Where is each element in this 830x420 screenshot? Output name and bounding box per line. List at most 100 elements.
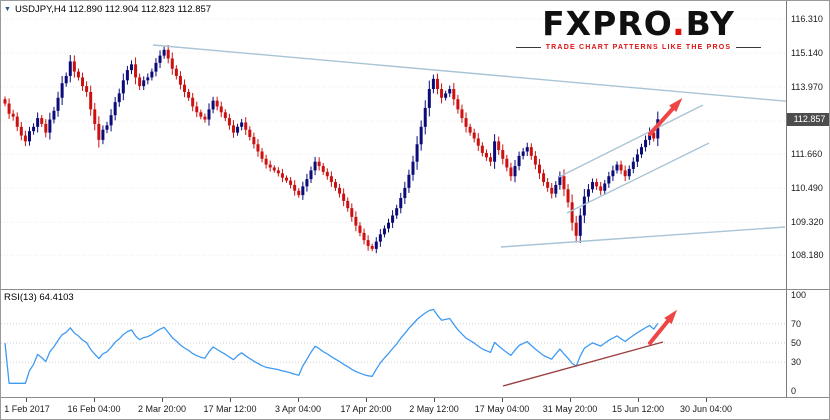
candle-body <box>656 119 660 139</box>
candle-body <box>578 215 582 236</box>
candle-body <box>203 116 207 120</box>
candle-body <box>468 126 472 133</box>
symbol-quote-text: USDJPY,H4 112.890 112.904 112.823 112.85… <box>14 4 212 15</box>
rsi-ascending-trendline[interactable] <box>502 341 664 387</box>
bullish-up-arrow-shaft[interactable] <box>648 102 679 136</box>
candle-body <box>346 200 350 209</box>
candle-body <box>44 123 48 133</box>
candle-body <box>178 75 182 85</box>
candle-body <box>297 190 301 196</box>
descending-resistance-trendline[interactable] <box>152 44 786 103</box>
fxpro-logo-text: FXPRO.BY <box>516 6 761 42</box>
candle-body <box>158 55 162 63</box>
candle-body <box>191 97 195 107</box>
symbol-quote-line: ▼ USDJPY,H4 112.890 112.904 112.823 112.… <box>4 4 211 15</box>
candle-body <box>256 144 260 152</box>
price-axis[interactable]: 112.857 116.310 115.140 113.970 111.660 110.… <box>786 1 829 289</box>
channel-upper-trendline[interactable] <box>558 104 704 178</box>
current-price-badge: 112.857 <box>787 112 829 126</box>
candle-body <box>174 68 178 76</box>
candle-body <box>333 182 337 188</box>
candle-body <box>76 71 80 78</box>
candle-body <box>550 187 554 194</box>
candle-body <box>582 196 586 216</box>
rsi-up-arrow-head[interactable] <box>664 309 678 324</box>
candle-body <box>452 89 456 100</box>
candle-body <box>150 71 154 78</box>
time-tick-mark <box>298 398 299 402</box>
rsi-canvas[interactable] <box>1 290 786 397</box>
candle-body <box>227 118 231 126</box>
time-tick-mark <box>570 398 571 402</box>
candle-body <box>166 49 170 59</box>
candle-body <box>121 80 125 94</box>
candle-body <box>162 49 166 56</box>
candle-body <box>476 138 480 146</box>
candle-body <box>125 70 129 81</box>
tagline-rule-right <box>736 46 762 48</box>
candle-body <box>329 176 333 183</box>
candle-body <box>280 173 284 178</box>
candle-body <box>362 232 366 241</box>
candle-body <box>521 151 525 156</box>
time-axis-label: 17 Mar 12:00 <box>203 404 257 414</box>
candle-body <box>305 179 309 187</box>
candle-body <box>289 180 293 185</box>
candle-body <box>639 147 643 155</box>
candle-body <box>48 119 52 133</box>
candle-body <box>435 78 439 90</box>
price-axis-label: 111.660 <box>791 149 823 160</box>
candle-body <box>52 110 56 120</box>
rsi-line <box>4 308 659 384</box>
candle-body <box>15 116 19 127</box>
rsi-axis[interactable]: 100 70 50 30 0 <box>786 290 829 397</box>
ascending-support-trendline[interactable] <box>500 226 786 248</box>
candle-body <box>301 186 305 196</box>
candle-body <box>505 158 509 168</box>
price-axis-label: 110.490 <box>791 183 823 194</box>
price-axis-label: 115.140 <box>791 48 823 58</box>
candle-body <box>105 125 109 130</box>
rsi-panel[interactable]: RSI(13) 64.4103 <box>1 290 786 397</box>
candle-body <box>85 86 89 92</box>
candle-body <box>644 139 648 148</box>
candle-body <box>566 189 570 203</box>
candle-body <box>431 78 435 90</box>
candlestick-canvas[interactable] <box>1 1 786 289</box>
candle-body <box>207 109 211 120</box>
candle-body <box>293 184 297 191</box>
time-axis-label: 3 Apr 04:00 <box>274 404 322 414</box>
candle-body <box>109 115 113 126</box>
price-chart-panel[interactable]: ▼ USDJPY,H4 112.890 112.904 112.823 112.… <box>1 1 786 289</box>
candle-body <box>60 83 64 98</box>
candle-body <box>219 106 223 113</box>
time-tick-mark <box>434 398 435 402</box>
rsi-axis-label: 0 <box>791 386 797 396</box>
panel-separator[interactable] <box>1 289 829 290</box>
rsi-indicator-label: RSI(13) 64.4103 <box>4 292 74 303</box>
candle-body <box>472 132 476 139</box>
candle-body <box>370 245 374 249</box>
fxpro-logo: FXPRO.BY TRADE CHART PATTERNS LIKE THE P… <box>516 6 762 51</box>
candle-body <box>325 171 329 177</box>
bullish-up-arrow-head[interactable] <box>669 98 683 112</box>
fxpro-tagline: TRADE CHART PATTERNS LIKE THE PROS <box>545 43 732 51</box>
candle-body <box>619 164 623 171</box>
candle-body <box>187 91 191 98</box>
candle-body <box>199 112 203 117</box>
candle-body <box>321 166 325 172</box>
time-axis-label: 15 Jun 12:00 <box>611 404 665 414</box>
candle-body <box>456 99 460 110</box>
candle-body <box>501 150 505 159</box>
candle-body <box>631 161 635 169</box>
time-axis[interactable]: 1 Feb 2017 16 Feb 04:00 2 Mar 20:00 17 Mar … <box>1 398 829 419</box>
channel-lower-trendline[interactable] <box>566 142 710 214</box>
candle-body <box>7 103 11 114</box>
time-axis-label: 1 Feb 2017 <box>4 404 50 414</box>
candle-body <box>40 118 44 124</box>
candle-body <box>170 58 174 69</box>
candle-body <box>23 135 27 142</box>
candle-body <box>276 170 280 174</box>
candle-body <box>542 173 546 183</box>
candle-body <box>448 89 452 94</box>
